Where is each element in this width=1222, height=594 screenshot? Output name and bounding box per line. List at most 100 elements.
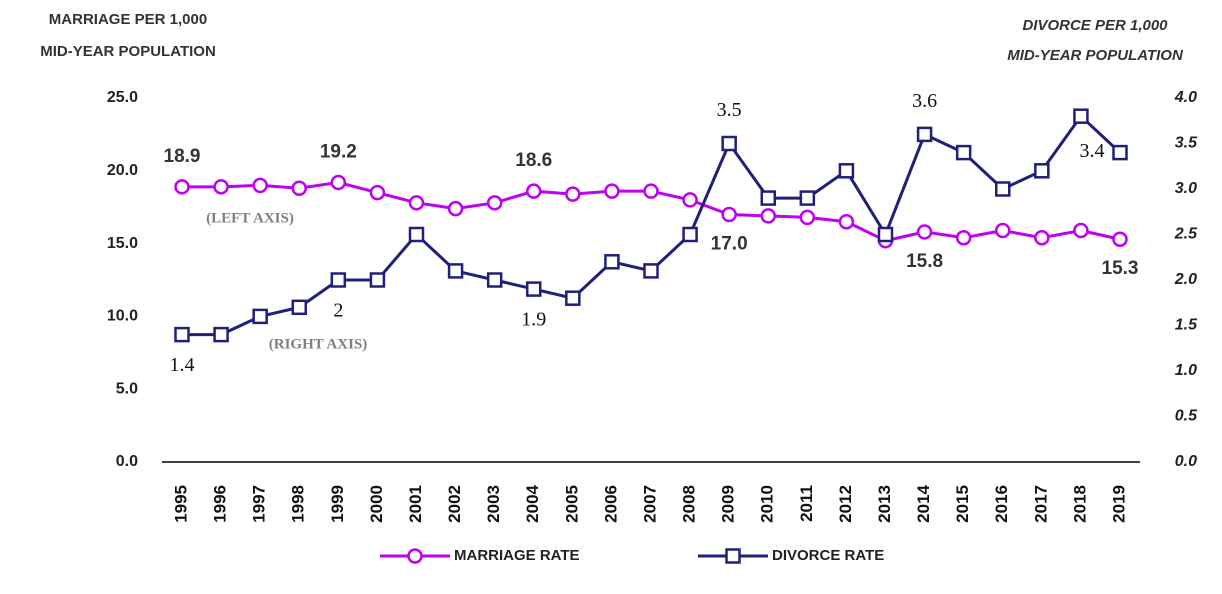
- marker: [526, 183, 542, 199]
- y2-tick-label: 1.5: [1175, 317, 1198, 334]
- marker: [995, 222, 1011, 239]
- marker: [330, 174, 347, 191]
- marker: [1073, 108, 1089, 124]
- y2-tick-label: 3.5: [1175, 135, 1198, 152]
- marker: [486, 195, 503, 211]
- marker: [838, 214, 855, 230]
- marker: [838, 163, 855, 179]
- y2-tick-label: 0.5: [1175, 408, 1198, 425]
- data-label: 3.4: [1080, 140, 1105, 162]
- x-tick-label: 2017: [1031, 485, 1050, 523]
- legend-label: MARRIAGE RATE: [454, 547, 580, 564]
- marker: [252, 308, 268, 325]
- data-label: 18.9: [164, 146, 201, 167]
- y-tick-label: 15.0: [107, 235, 138, 252]
- y2-tick-label: 4.0: [1174, 89, 1197, 106]
- x-tick-label: 2004: [523, 484, 542, 522]
- marker: [799, 190, 816, 206]
- legend-marker: [407, 548, 423, 564]
- marker: [565, 290, 581, 306]
- y2-axis-title: DIVORCE PER 1,000: [1022, 17, 1168, 34]
- x-tick-label: 2011: [797, 485, 816, 522]
- y-tick-label: 5.0: [116, 380, 138, 397]
- marker: [408, 226, 425, 243]
- marker: [760, 190, 776, 206]
- x-tick-label: 1998: [289, 485, 308, 523]
- y-axis-title: MARRIAGE PER 1,000: [49, 11, 207, 28]
- x-tick-label: 2006: [601, 485, 620, 523]
- y-axis-title: MID-YEAR POPULATION: [40, 43, 216, 60]
- marker: [995, 181, 1011, 197]
- data-label: 17.0: [711, 233, 748, 254]
- marker: [252, 177, 268, 194]
- x-tick-label: 2018: [1070, 485, 1089, 523]
- data-label: 1.4: [170, 354, 195, 376]
- marker: [682, 226, 698, 243]
- y2-axis-title: MID-YEAR POPULATION: [1007, 47, 1184, 64]
- x-tick-label: 1996: [211, 485, 230, 523]
- marker: [682, 192, 698, 208]
- marker: [760, 208, 776, 224]
- x-tick-label: 2013: [875, 485, 894, 523]
- data-label: 15.3: [1102, 258, 1139, 279]
- y2-tick-label: 0.0: [1175, 453, 1197, 470]
- x-tick-label: 1999: [328, 485, 347, 523]
- marker: [526, 281, 542, 297]
- marker: [916, 224, 933, 240]
- y-tick-label: 25.0: [107, 89, 138, 106]
- data-label: 3.5: [717, 99, 742, 121]
- y2-tick-label: 2.5: [1174, 226, 1198, 243]
- marker: [174, 179, 190, 195]
- marker: [1112, 231, 1128, 247]
- marker: [174, 326, 190, 343]
- x-tick-label: 2015: [953, 485, 972, 523]
- legend-marker: [725, 548, 741, 564]
- marker: [330, 272, 347, 288]
- data-label: 19.2: [320, 141, 357, 162]
- x-tick-label: 2005: [562, 485, 581, 523]
- marker: [721, 206, 737, 223]
- marker: [213, 326, 229, 343]
- marker: [643, 263, 659, 279]
- marker: [408, 195, 425, 211]
- marker: [916, 126, 933, 143]
- x-tick-label: 2007: [640, 485, 659, 523]
- y2-tick-label: 1.0: [1175, 362, 1197, 379]
- x-tick-label: 2002: [445, 485, 464, 523]
- annotation: (RIGHT AXIS): [269, 336, 368, 352]
- marker: [447, 263, 464, 279]
- x-tick-label: 2012: [836, 485, 855, 523]
- marker: [604, 254, 620, 270]
- marker: [447, 200, 464, 217]
- x-tick-label: 2010: [758, 485, 777, 523]
- x-tick-label: 2003: [484, 485, 503, 523]
- marker: [955, 230, 972, 246]
- marker: [604, 183, 620, 199]
- marker: [565, 186, 581, 202]
- marker: [369, 184, 386, 201]
- marker: [877, 226, 894, 243]
- data-label: 3.6: [912, 90, 937, 112]
- marker: [291, 299, 307, 316]
- x-tick-label: 2019: [1109, 485, 1128, 523]
- marker: [721, 135, 737, 152]
- x-tick-label: 2009: [719, 485, 738, 523]
- y-tick-label: 10.0: [107, 308, 138, 325]
- marker: [1112, 144, 1128, 161]
- x-tick-label: 2001: [406, 485, 425, 523]
- marker: [643, 183, 659, 199]
- x-tick-label: 2000: [367, 485, 386, 523]
- y-tick-label: 0.0: [116, 453, 138, 470]
- x-tick-label: 2016: [992, 485, 1011, 523]
- y-tick-label: 20.0: [107, 162, 138, 179]
- data-label: 15.8: [906, 251, 943, 272]
- y2-tick-label: 3.0: [1175, 180, 1197, 197]
- y2-tick-label: 2.0: [1174, 271, 1197, 288]
- annotation: (LEFT AXIS): [206, 210, 294, 226]
- marker: [1073, 222, 1089, 239]
- marker: [955, 144, 972, 161]
- x-tick-label: 2014: [914, 484, 933, 522]
- marker: [291, 180, 307, 197]
- marker: [799, 209, 816, 226]
